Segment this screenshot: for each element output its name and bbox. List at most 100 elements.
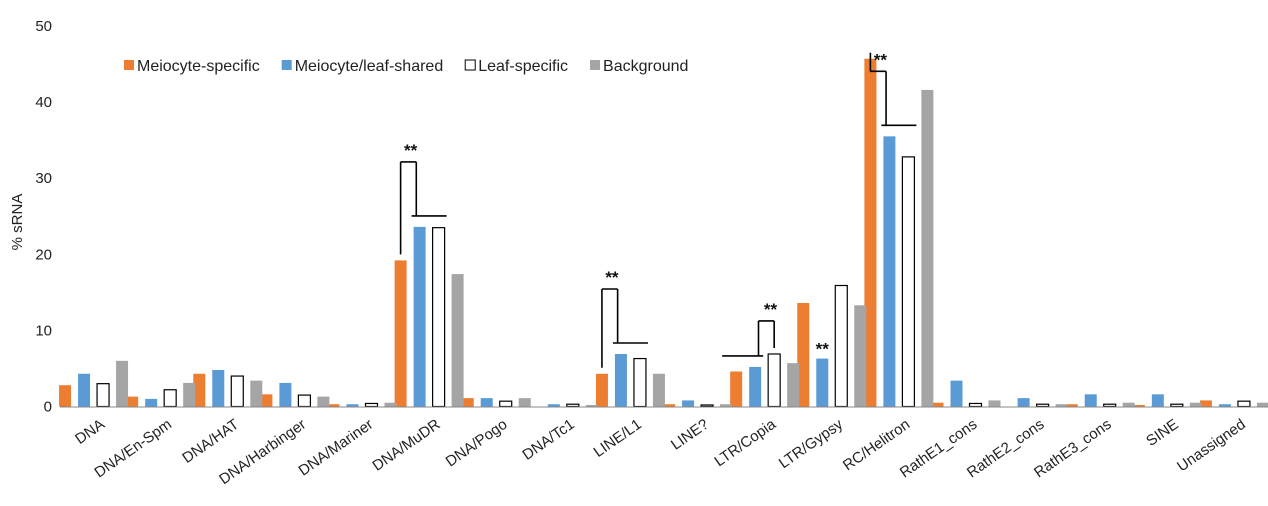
bar <box>700 404 714 408</box>
bar <box>1122 402 1135 407</box>
bar <box>1017 398 1030 407</box>
bar <box>730 371 743 407</box>
significance-label: ** <box>605 268 619 287</box>
bar <box>767 353 781 408</box>
significance-label: ** <box>404 141 418 160</box>
y-tick-label: 20 <box>35 246 52 263</box>
significance-bracket <box>399 161 447 255</box>
significance-bracket <box>869 52 917 127</box>
bar <box>787 363 800 407</box>
y-tick-label: 10 <box>35 322 52 339</box>
bar <box>183 382 196 407</box>
legend-item: Leaf-specific <box>464 58 568 75</box>
bar <box>633 357 647 408</box>
bar <box>1189 402 1202 407</box>
legend-label: Background <box>603 58 688 75</box>
y-axis: 0 10 20 30 40 50 <box>35 18 52 416</box>
bar <box>1084 394 1097 407</box>
bar <box>394 260 407 407</box>
legend-swatch <box>124 60 134 70</box>
bar-series-group <box>59 58 1268 408</box>
bar <box>279 382 292 407</box>
bar <box>480 398 493 407</box>
bar <box>663 404 676 407</box>
bar <box>1036 403 1050 408</box>
y-axis-label: % sRNA <box>9 194 26 251</box>
bar <box>193 373 206 407</box>
legend-label: Meiocyte-specific <box>137 58 260 75</box>
bar <box>1256 402 1268 407</box>
bar <box>901 156 915 408</box>
x-tick-label: Unassigned <box>1174 416 1249 475</box>
legend-swatch <box>281 60 292 70</box>
bar-series <box>59 58 1212 407</box>
x-tick-label: DNA/MuDR <box>369 416 443 475</box>
bar <box>346 404 359 407</box>
bar <box>968 402 983 408</box>
bar <box>364 402 379 408</box>
bar <box>1237 400 1251 408</box>
y-tick-label: 30 <box>35 170 52 187</box>
bar <box>864 58 877 407</box>
bar <box>145 398 158 407</box>
bar-series <box>116 89 1268 407</box>
bar <box>1151 394 1164 407</box>
legend-label: Leaf-specific <box>478 58 568 75</box>
bar <box>250 380 263 407</box>
x-tick-label: DNA/HAT <box>179 416 242 467</box>
bar-series <box>96 156 1251 408</box>
bar <box>1199 400 1212 407</box>
x-tick-label: LTR/Copia <box>711 415 779 470</box>
bar <box>854 305 867 407</box>
x-tick-label: SINE <box>1143 416 1181 450</box>
y-tick-label: 0 <box>44 399 52 416</box>
bar <box>413 226 426 407</box>
legend-item: Meiocyte-specific <box>124 58 260 75</box>
bar <box>230 375 244 408</box>
bar <box>327 404 340 407</box>
x-tick-label: DNA <box>72 416 108 448</box>
legend-item: Meiocyte/leaf-shared <box>281 58 444 75</box>
bar <box>260 394 273 407</box>
bar <box>547 404 560 407</box>
bar <box>96 383 110 408</box>
legend-item: Background <box>590 58 688 75</box>
bar <box>59 385 72 407</box>
significance-label: ** <box>816 340 830 359</box>
legend-swatch <box>464 59 476 71</box>
bar <box>834 284 848 408</box>
significance-bracket <box>722 320 775 357</box>
bar-series <box>78 136 1231 407</box>
bar <box>595 373 608 407</box>
legend-swatch <box>590 60 601 70</box>
bar <box>499 400 513 408</box>
x-tick-label: DNA/Mariner <box>296 416 377 480</box>
bar <box>432 227 446 408</box>
legend-label: Meiocyte/leaf-shared <box>295 58 444 75</box>
bar <box>297 394 311 408</box>
bar <box>931 402 944 407</box>
bar <box>518 398 531 407</box>
bar <box>1065 404 1078 407</box>
bar <box>1103 403 1117 408</box>
bar <box>950 380 963 407</box>
y-tick-label: 50 <box>35 18 52 35</box>
bar <box>384 402 397 407</box>
significance-annotations: ** ** ** ** ** <box>399 50 917 368</box>
significance-label: ** <box>874 50 888 69</box>
legend: Meiocyte-specific Meiocyte/leaf-shared Lea… <box>124 58 688 75</box>
bar <box>720 404 733 407</box>
bar <box>451 274 464 407</box>
bar <box>566 403 580 408</box>
bar <box>1218 404 1231 407</box>
y-tick-label: 40 <box>35 94 52 111</box>
bar <box>1132 404 1145 407</box>
bar <box>816 358 829 407</box>
bar <box>585 404 598 407</box>
bar <box>988 400 1001 407</box>
bar <box>652 373 665 407</box>
bar <box>317 396 330 407</box>
bar <box>126 396 139 407</box>
